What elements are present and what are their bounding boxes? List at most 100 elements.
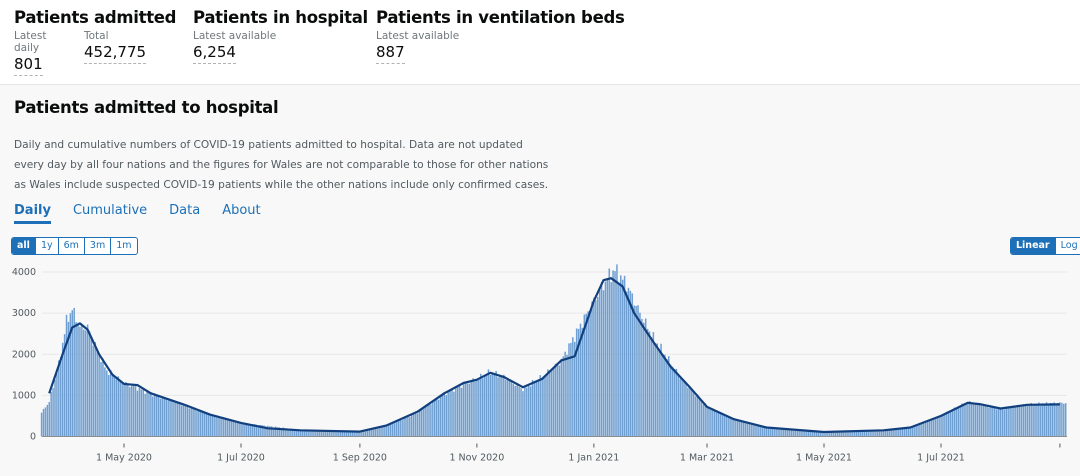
daily-bar xyxy=(804,430,806,437)
daily-bar xyxy=(748,422,751,437)
daily-bar xyxy=(263,425,265,437)
scale-log-button[interactable]: Log xyxy=(1054,238,1080,254)
tab-about[interactable]: About xyxy=(222,203,261,218)
daily-bar xyxy=(336,430,338,437)
daily-bar xyxy=(857,430,860,437)
daily-bar xyxy=(54,379,56,437)
daily-bar xyxy=(717,412,720,437)
metric-value[interactable]: 452,775 xyxy=(84,43,147,64)
range-1y-button[interactable]: 1y xyxy=(34,238,58,254)
daily-bar xyxy=(861,430,864,437)
daily-bar xyxy=(56,373,58,437)
daily-bar xyxy=(196,411,198,437)
daily-bar xyxy=(901,427,904,437)
daily-bar xyxy=(915,425,917,437)
daily-bar xyxy=(201,410,204,437)
daily-bar xyxy=(1061,402,1063,437)
daily-bar xyxy=(942,415,944,437)
daily-bar xyxy=(1045,402,1048,437)
daily-bar xyxy=(616,264,618,437)
daily-bar xyxy=(246,423,248,437)
daily-bar xyxy=(1013,405,1015,437)
daily-bar xyxy=(694,396,697,437)
metric-label: Latest available xyxy=(376,30,460,42)
daily-bar xyxy=(554,363,557,437)
daily-bar xyxy=(150,392,152,437)
scale-linear-button[interactable]: Linear xyxy=(1011,238,1055,254)
daily-bar xyxy=(144,393,146,437)
range-3m-button[interactable]: 3m xyxy=(83,238,110,254)
daily-bar xyxy=(995,409,998,437)
daily-bar xyxy=(207,413,210,437)
daily-bar xyxy=(288,428,290,437)
daily-bar xyxy=(493,373,495,437)
daily-bar xyxy=(823,432,825,437)
daily-bar xyxy=(129,387,131,437)
daily-bar xyxy=(299,429,302,437)
daily-bar xyxy=(209,414,212,437)
daily-bar xyxy=(1064,403,1067,437)
daily-bar xyxy=(756,424,758,437)
range-6m-button[interactable]: 6m xyxy=(57,238,84,254)
daily-bar xyxy=(40,412,43,437)
y-tick-label: 3000 xyxy=(12,308,36,319)
daily-bar xyxy=(583,314,586,437)
daily-bar xyxy=(863,430,866,437)
daily-bar xyxy=(180,405,183,437)
daily-bar xyxy=(886,429,889,437)
tab-daily[interactable]: Daily xyxy=(14,203,51,224)
daily-bar xyxy=(635,305,637,437)
daily-bar xyxy=(671,366,674,437)
daily-bar xyxy=(765,427,768,437)
daily-bar xyxy=(1032,405,1034,437)
daily-bar xyxy=(786,429,789,437)
daily-bar xyxy=(224,419,227,437)
daily-bar xyxy=(86,324,89,437)
tab-data[interactable]: Data xyxy=(169,203,201,218)
range-1m-button[interactable]: 1m xyxy=(110,238,136,254)
daily-bar xyxy=(976,402,979,437)
daily-bar xyxy=(286,428,288,437)
daily-bar xyxy=(44,407,47,437)
chart-tabs: Daily Cumulative Data About xyxy=(14,203,261,224)
daily-bar xyxy=(940,415,942,437)
daily-bar xyxy=(313,430,315,437)
daily-bar xyxy=(136,390,139,437)
daily-bar xyxy=(637,305,639,437)
daily-bar xyxy=(213,416,215,437)
daily-bar xyxy=(303,430,306,437)
tab-cumulative[interactable]: Cumulative xyxy=(72,203,148,218)
section-title: Patients admitted to hospital xyxy=(14,98,279,117)
daily-bar xyxy=(723,415,726,437)
daily-bar xyxy=(775,428,777,437)
daily-bar xyxy=(957,407,960,437)
daily-bar xyxy=(761,426,764,437)
daily-bar xyxy=(236,422,238,437)
daily-bar xyxy=(798,430,800,437)
daily-bar xyxy=(125,382,127,437)
daily-bar xyxy=(865,430,868,437)
range-all-button[interactable]: all xyxy=(12,238,35,254)
daily-bar xyxy=(152,396,154,437)
daily-bar xyxy=(965,403,967,437)
daily-bar xyxy=(88,331,91,437)
daily-bar xyxy=(478,378,480,437)
daily-bar xyxy=(153,393,156,437)
daily-bar xyxy=(48,401,51,437)
metric-value[interactable]: 801 xyxy=(14,55,43,76)
daily-bar xyxy=(869,430,871,437)
daily-bar xyxy=(512,383,515,437)
daily-bar xyxy=(900,428,902,437)
metric-value[interactable]: 6,254 xyxy=(193,43,236,64)
y-tick-label: 4000 xyxy=(12,267,36,278)
daily-bar xyxy=(317,430,319,437)
daily-bar xyxy=(821,431,823,437)
daily-bar xyxy=(1020,404,1023,437)
daily-bar xyxy=(558,365,561,437)
daily-bar xyxy=(165,398,167,437)
daily-bar xyxy=(1041,403,1044,437)
daily-bar xyxy=(1040,405,1042,437)
daily-bar xyxy=(405,417,407,437)
daily-bar xyxy=(198,410,200,437)
metric-value[interactable]: 887 xyxy=(376,43,405,64)
